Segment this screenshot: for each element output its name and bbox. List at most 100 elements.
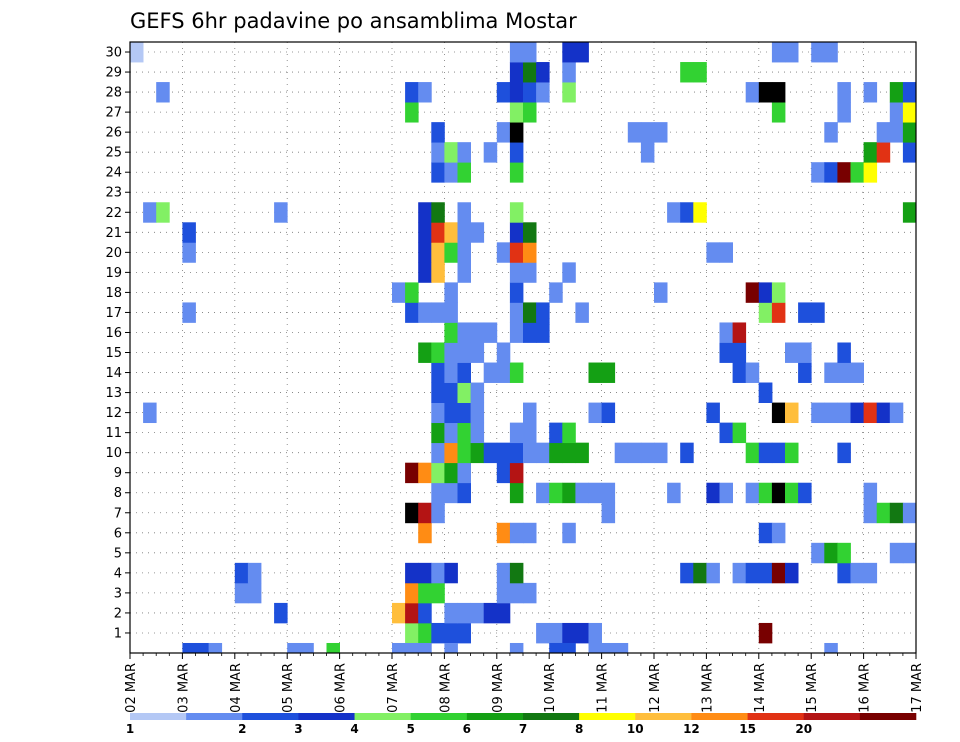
- heatmap-cell: [732, 422, 747, 444]
- heatmap-cell: [811, 162, 825, 183]
- heatmap-cell: [640, 142, 655, 163]
- heatmap-cell: [470, 442, 485, 464]
- heatmap-cell: [640, 122, 655, 143]
- y-tick-label: 3: [114, 586, 122, 601]
- heatmap-cell: [523, 582, 537, 604]
- heatmap-cell: [902, 102, 917, 123]
- x-tick-label: 12 MAR: [648, 663, 663, 713]
- heatmap-cell: [496, 362, 511, 383]
- legend-swatch: [747, 713, 805, 720]
- heatmap-cell: [850, 362, 864, 383]
- heatmap-cell: [902, 542, 917, 564]
- heatmap-cell: [523, 422, 537, 444]
- heatmap-cell: [562, 482, 576, 504]
- heatmap-cell: [234, 582, 249, 604]
- heatmap-cell: [523, 442, 537, 464]
- heatmap-cell: [496, 342, 511, 363]
- heatmap-cell: [562, 42, 576, 63]
- heatmap-cell: [457, 402, 471, 424]
- heatmap-cell: [798, 362, 812, 383]
- heatmap-cell: [549, 482, 563, 504]
- heatmap-cell: [889, 82, 904, 103]
- heatmap-cell: [758, 82, 773, 103]
- heatmap-cell: [837, 542, 851, 564]
- heatmap-cell: [523, 242, 537, 263]
- heatmap-cell: [431, 482, 445, 504]
- heatmap-cell: [902, 502, 917, 524]
- legend-swatch: [298, 713, 355, 720]
- heatmap-cell: [418, 242, 432, 263]
- heatmap-cell: [431, 422, 445, 444]
- heatmap-cell: [418, 642, 432, 654]
- heatmap-cell: [523, 102, 537, 123]
- x-tick-label: 13 MAR: [700, 663, 715, 713]
- heatmap-cell: [811, 542, 825, 564]
- heatmap-cell: [156, 202, 170, 223]
- heatmap-cell: [523, 222, 537, 243]
- heatmap-cell: [509, 62, 524, 83]
- heatmap-cell: [562, 642, 576, 654]
- heatmap-cell: [418, 82, 432, 103]
- heatmap-cell: [405, 602, 419, 624]
- y-tick-label: 23: [105, 186, 122, 201]
- heatmap-cell: [562, 442, 576, 464]
- heatmap-cell: [431, 362, 445, 383]
- y-axis: 1234567891011121314151617181920212223242…: [105, 46, 130, 641]
- heatmap-cell: [444, 362, 458, 383]
- heatmap-cell: [588, 402, 602, 424]
- heatmap-cell: [431, 462, 445, 484]
- heatmap-cell: [745, 82, 760, 103]
- legend-swatch: [523, 713, 580, 720]
- heatmap-cell: [706, 562, 720, 584]
- y-tick-label: 7: [114, 506, 122, 521]
- heatmap-cell: [431, 302, 445, 323]
- heatmap-cell: [575, 482, 589, 504]
- heatmap-cell: [509, 522, 524, 544]
- heatmap-cell: [575, 302, 589, 323]
- heatmap-cell: [758, 482, 773, 504]
- heatmap-cell: [457, 382, 471, 403]
- heatmap-cell: [444, 442, 458, 464]
- heatmap-cell: [444, 482, 458, 504]
- heatmap-cell: [444, 602, 458, 624]
- heatmap-cell: [758, 562, 773, 584]
- heatmap-cell: [431, 202, 445, 223]
- heatmap-cell: [771, 102, 786, 123]
- y-tick-label: 26: [105, 126, 122, 141]
- heatmap-cell: [850, 162, 864, 183]
- heatmap-cell: [562, 82, 576, 103]
- heatmap-cell: [496, 522, 511, 544]
- heatmap-cell: [680, 562, 694, 584]
- heatmap-cell: [431, 402, 445, 424]
- heatmap-cell: [654, 122, 668, 143]
- heatmap-cell: [837, 102, 851, 123]
- heatmap-cell: [876, 142, 891, 163]
- heatmap-cell: [444, 162, 458, 183]
- y-tick-label: 18: [105, 286, 122, 301]
- heatmap-cell: [771, 42, 786, 63]
- heatmap-cell: [588, 622, 602, 644]
- heatmap-cell: [143, 402, 157, 424]
- legend-break-label: 1: [126, 722, 134, 736]
- heatmap-cell: [496, 602, 511, 624]
- heatmap-cell: [418, 462, 432, 484]
- legend-swatch: [579, 713, 636, 720]
- heatmap-cell: [523, 82, 537, 103]
- x-tick-label: 10 MAR: [543, 663, 558, 713]
- heatmap-cell: [575, 442, 589, 464]
- heatmap-cell: [758, 282, 773, 303]
- heatmap-cell: [405, 282, 419, 303]
- heatmap-cell: [798, 302, 812, 323]
- heatmap-cell: [719, 322, 733, 343]
- heatmap-cell: [326, 642, 340, 654]
- heatmap-cell: [824, 402, 838, 424]
- heatmap-cell: [392, 642, 406, 654]
- heatmap-cell: [693, 62, 707, 83]
- heatmap-cell: [431, 242, 445, 263]
- heatmap-cell: [837, 562, 851, 584]
- heatmap-cell: [745, 282, 760, 303]
- legend-swatch: [859, 713, 917, 720]
- x-tick-label: 15 MAR: [805, 663, 820, 713]
- heatmap-cell: [758, 522, 773, 544]
- heatmap-cell: [509, 642, 524, 654]
